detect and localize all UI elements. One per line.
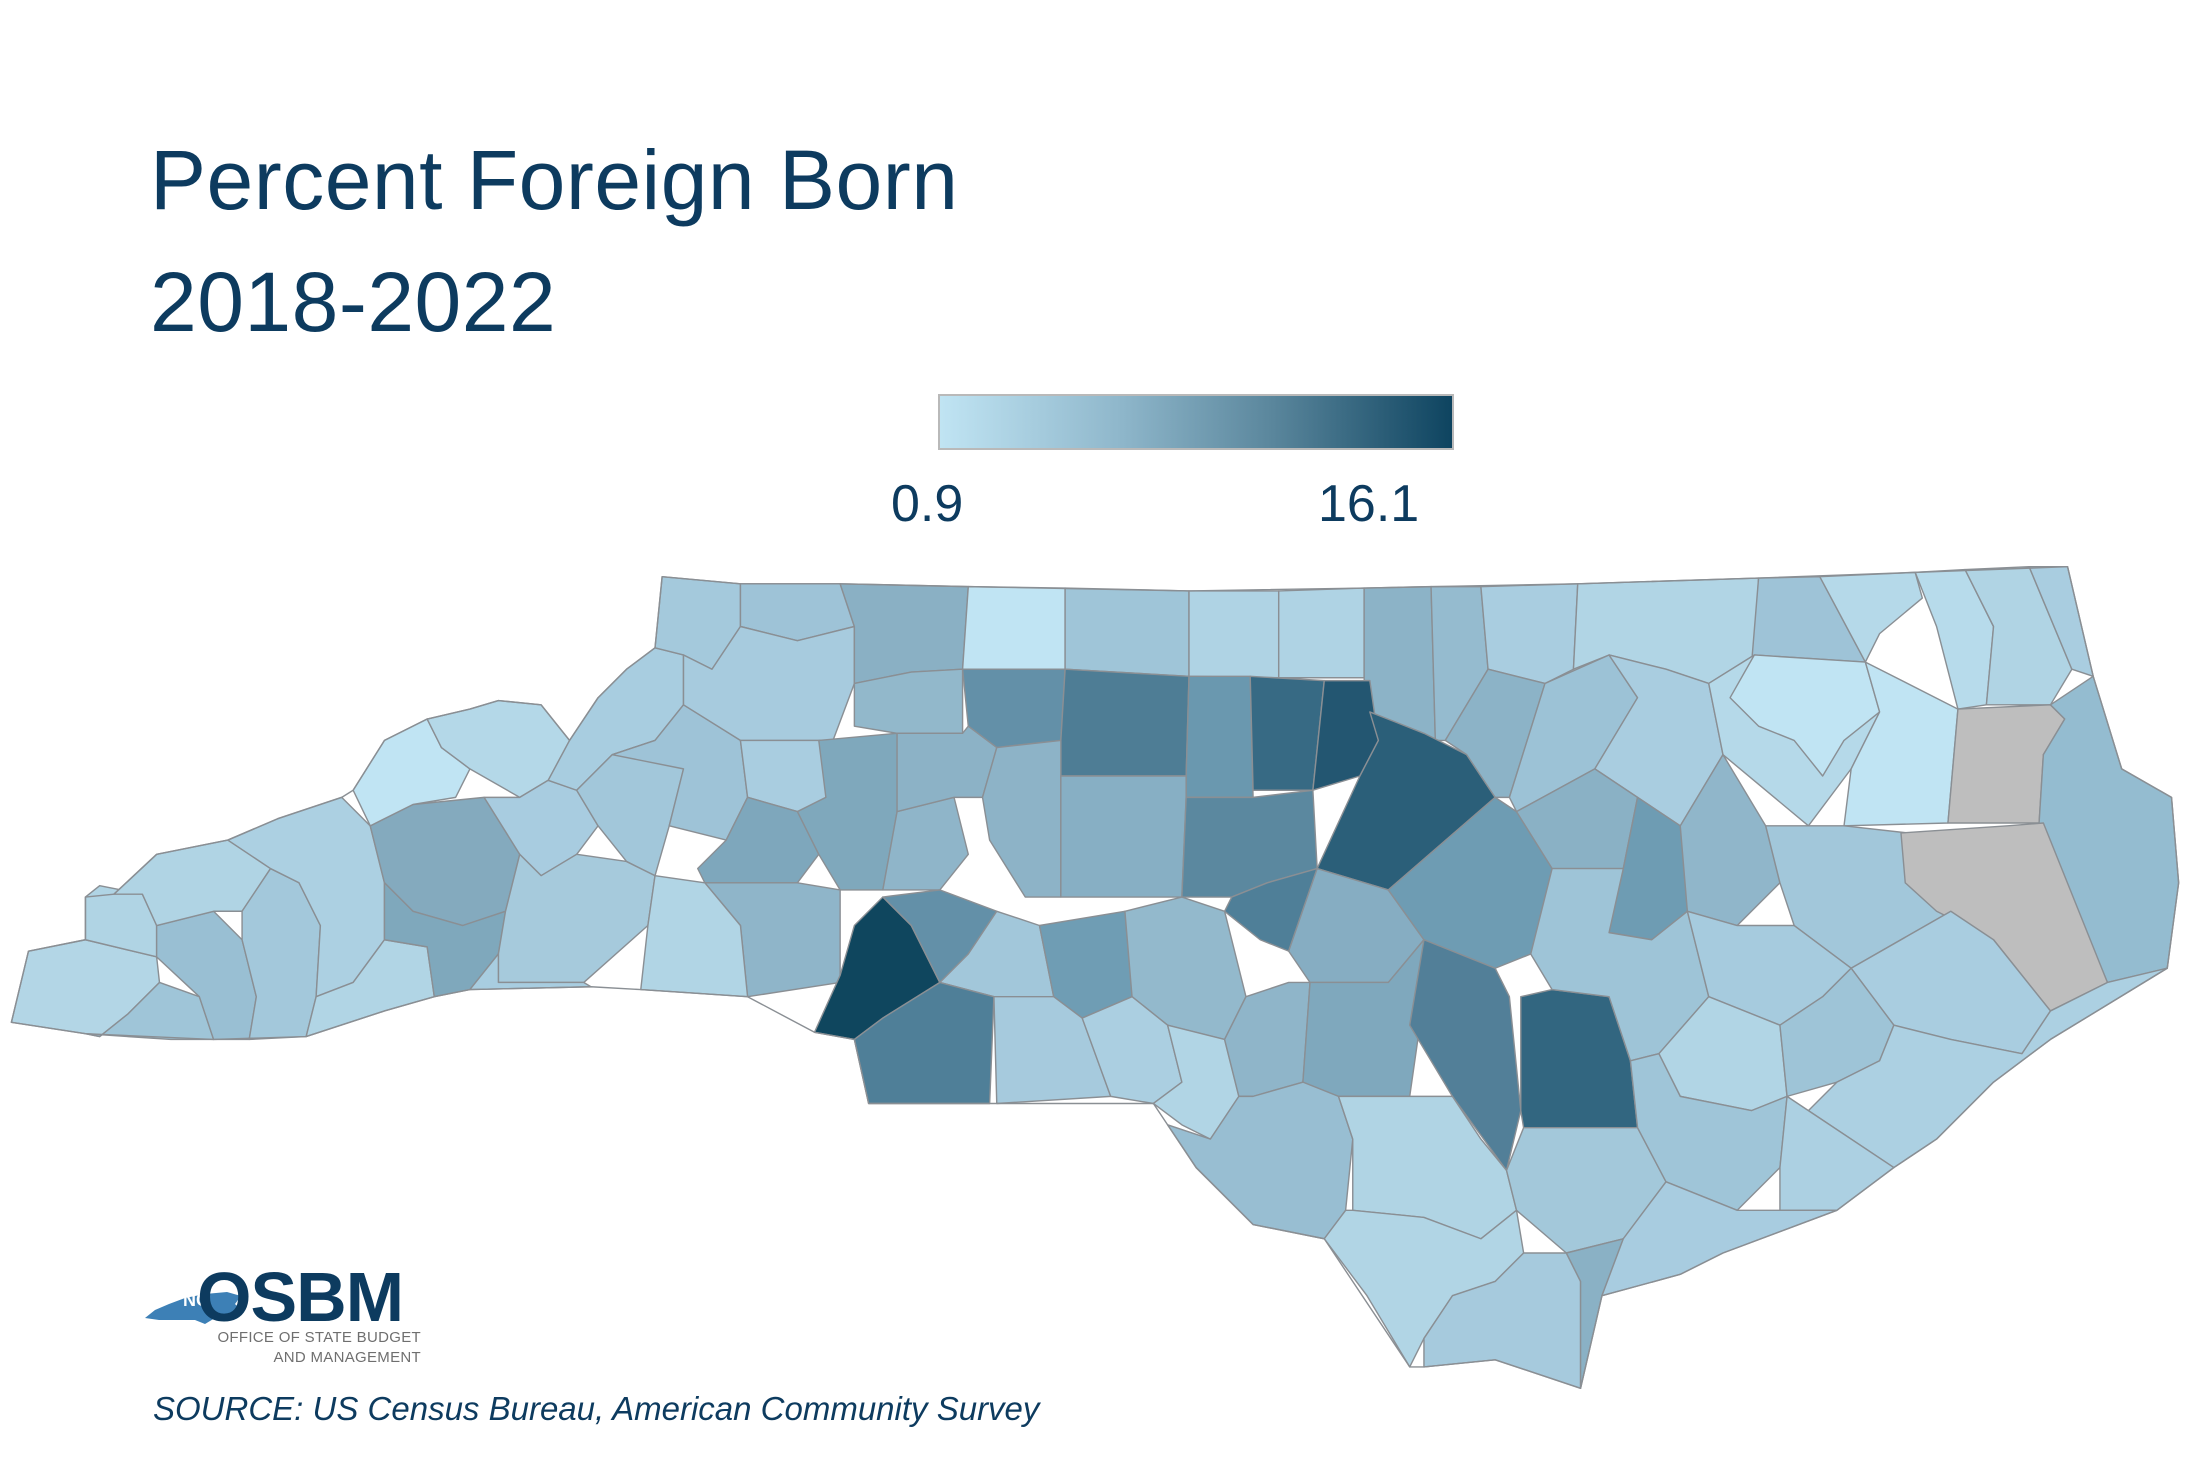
chart-subtitle-years: 2018-2022 (150, 255, 557, 349)
county[interactable] (1188, 590, 1280, 679)
county[interactable] (1277, 587, 1365, 679)
legend-max-label: 16.1 (1318, 475, 1420, 533)
county[interactable] (981, 739, 1062, 898)
county[interactable] (896, 725, 998, 813)
nc-state-icon (145, 1292, 241, 1324)
county[interactable] (839, 583, 969, 685)
county[interactable] (84, 981, 215, 1041)
county[interactable] (961, 585, 1066, 670)
color-scale-legend (938, 394, 1454, 450)
chart-title: Percent Foreign Born (150, 133, 959, 227)
county[interactable] (1729, 654, 1881, 777)
county[interactable] (1060, 668, 1190, 777)
logo-subtitle-line1: OFFICE OF STATE BUDGET (217, 1329, 421, 1346)
osbm-logo: NC OSBM OFFICE OF STATE BUDGET AND MANAG… (145, 1262, 425, 1372)
county[interactable] (1530, 867, 1710, 1062)
county[interactable] (1480, 583, 1579, 685)
county[interactable] (497, 853, 656, 984)
county[interactable] (1060, 775, 1187, 898)
nc-badge-text: NC (183, 1290, 209, 1310)
county[interactable] (1064, 587, 1190, 678)
source-note: SOURCE: US Census Bureau, American Commu… (153, 1390, 1040, 1427)
county[interactable] (1408, 939, 1522, 1172)
county[interactable] (1249, 675, 1325, 791)
osbm-wordmark: OSBM (197, 1258, 404, 1336)
counties (10, 565, 2180, 1389)
county[interactable] (882, 796, 969, 891)
legend-gradient (940, 396, 1452, 448)
county[interactable] (1185, 675, 1254, 799)
legend-min-label: 0.9 (891, 475, 964, 533)
state-outline (10, 565, 2180, 1389)
logo-subtitle-line2: AND MANAGEMENT (273, 1349, 421, 1366)
